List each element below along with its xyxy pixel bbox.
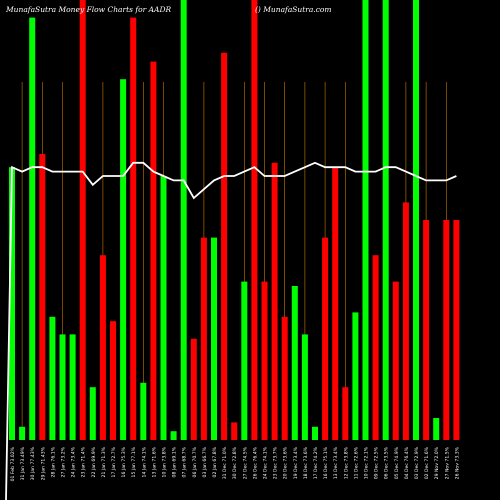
- x-tick-label: 13 Dec 73.4%: [333, 446, 339, 479]
- x-tick-label: 19 Dec 73.4%: [293, 446, 299, 479]
- bar: [362, 0, 369, 440]
- bar: [39, 154, 46, 440]
- x-tick-label: 03 Dec 72.9%: [414, 446, 420, 479]
- bar: [160, 176, 167, 440]
- x-tick-label: 27 Jan 73.2%: [61, 446, 67, 477]
- x-tick-label: 30 Dec 72.8%: [232, 446, 238, 479]
- x-tick-label: 11 Dec 72.6%: [353, 446, 359, 479]
- bar: [271, 162, 278, 441]
- bar: [190, 338, 197, 440]
- x-tick-label: 05 Dec 74.9%: [394, 446, 400, 479]
- bar: [332, 167, 339, 440]
- x-tick-label: 23 Jan 71.4%: [81, 446, 87, 477]
- bar: [130, 17, 137, 440]
- x-tick-label: 03 Jan 66.7%: [202, 446, 208, 477]
- bar: [312, 426, 318, 440]
- bar: [261, 281, 268, 440]
- bar: [89, 387, 96, 440]
- x-tick-label: 06 Dec 73.5%: [384, 446, 390, 479]
- x-tick-label: 27 Dec 74.5%: [242, 446, 248, 479]
- x-tick-label: 08 Jan 69.1%: [172, 446, 178, 477]
- bar: [9, 167, 15, 440]
- x-tick-label: 14 Jan 74.1%: [141, 446, 147, 477]
- bar: [221, 52, 228, 441]
- bar: [443, 220, 450, 440]
- bar: [19, 426, 26, 440]
- x-tick-label: 12 Dec 73.8%: [343, 446, 349, 479]
- money-flow-line: [5, 161, 457, 500]
- x-tick-label: 17 Jan 72.7%: [111, 446, 117, 477]
- bar: [150, 61, 157, 440]
- bar: [433, 418, 440, 440]
- bar: [423, 220, 430, 440]
- x-tick-label: 01 Feb 73.02%: [10, 446, 16, 481]
- bar: [69, 334, 76, 440]
- bar: [110, 321, 116, 440]
- bar: [322, 237, 329, 440]
- bar: [291, 286, 298, 440]
- x-tick-label: 15 Jan 77.1%: [131, 446, 137, 477]
- bar: [59, 334, 66, 440]
- chart-title: MunafaSutra Money Flow Charts for AADR: [5, 5, 171, 14]
- bars: [9, 0, 460, 441]
- bar: [99, 255, 106, 440]
- bar: [241, 281, 248, 440]
- bar: [301, 334, 308, 440]
- bar: [281, 316, 288, 440]
- bar: [140, 382, 147, 440]
- x-tick-label: 18 Dec 73.6%: [303, 446, 309, 479]
- bar: [413, 0, 419, 440]
- bar: [180, 0, 187, 440]
- x-tick-label: 16 Jan 75.3%: [121, 446, 127, 477]
- x-tick-label: 29 Nov 72.0%: [434, 446, 440, 479]
- bar: [79, 0, 86, 440]
- x-tick-label: 07 Jan 68.7%: [182, 446, 188, 477]
- bar: [251, 0, 258, 440]
- x-tick-label: 28 Jan 76.1%: [50, 446, 56, 477]
- x-tick-label: 23 Dec 73.7%: [273, 446, 279, 479]
- x-tick-label: 21 Jan 71.3%: [101, 446, 107, 477]
- x-tick-label: 24 Jan 73.4%: [71, 446, 77, 477]
- x-tick-label: 09 Dec 72.5%: [374, 446, 380, 479]
- x-tick-label: 17 Dec 74.2%: [313, 446, 319, 479]
- bar: [382, 0, 389, 440]
- bar: [402, 202, 409, 440]
- x-tick-label: 30 Jan 77.43%: [30, 446, 36, 480]
- bar: [392, 281, 399, 440]
- bar: [200, 237, 207, 440]
- x-tick-label: 24 Dec 74.1%: [263, 446, 269, 479]
- bar: [29, 17, 36, 440]
- chart-title-source: () MunafaSutra.com: [255, 5, 332, 14]
- x-tick-label: 31 Dec 71.0%: [222, 446, 228, 479]
- x-tick-label: 10 Jan 73.8%: [162, 446, 168, 477]
- x-tick-labels: 01 Feb 73.02% 31 Jan 73.49% 30 Jan 77.43% 2…: [10, 446, 460, 481]
- bar: [211, 237, 217, 440]
- bar: [231, 422, 238, 440]
- bar: [170, 431, 177, 440]
- x-tick-label: 20 Dec 73.6%: [283, 446, 289, 479]
- x-tick-label: 13 Jan 71.6%: [151, 446, 157, 477]
- x-tick-label: 31 Jan 73.49%: [20, 446, 26, 480]
- x-tick-label: 02 Jan 67.8%: [212, 446, 218, 477]
- x-tick-label: 27 Nov 71.5%: [444, 446, 450, 479]
- bar: [342, 387, 349, 440]
- x-tick-label: 29 Jan 71.43%: [40, 446, 46, 480]
- x-tick-label: 26 Dec 76.4%: [252, 446, 258, 479]
- bar: [49, 316, 56, 440]
- x-tick-label: 16 Dec 75.1%: [323, 446, 329, 479]
- bar: [372, 255, 379, 440]
- bar: [120, 79, 127, 440]
- x-tick-label: 04 Dec 76.4%: [404, 446, 410, 479]
- x-tick-label: 02 Dec 71.6%: [424, 446, 430, 479]
- bar: [352, 312, 359, 440]
- x-tick-label: 22 Jan 69.9%: [91, 446, 97, 477]
- bar: [453, 220, 460, 440]
- x-tick-label: 06 Jan 70.7%: [192, 446, 198, 477]
- x-tick-label: 26 Nov 73.3%: [454, 446, 460, 479]
- x-tick-label: 10 Dec 72.1%: [364, 446, 370, 479]
